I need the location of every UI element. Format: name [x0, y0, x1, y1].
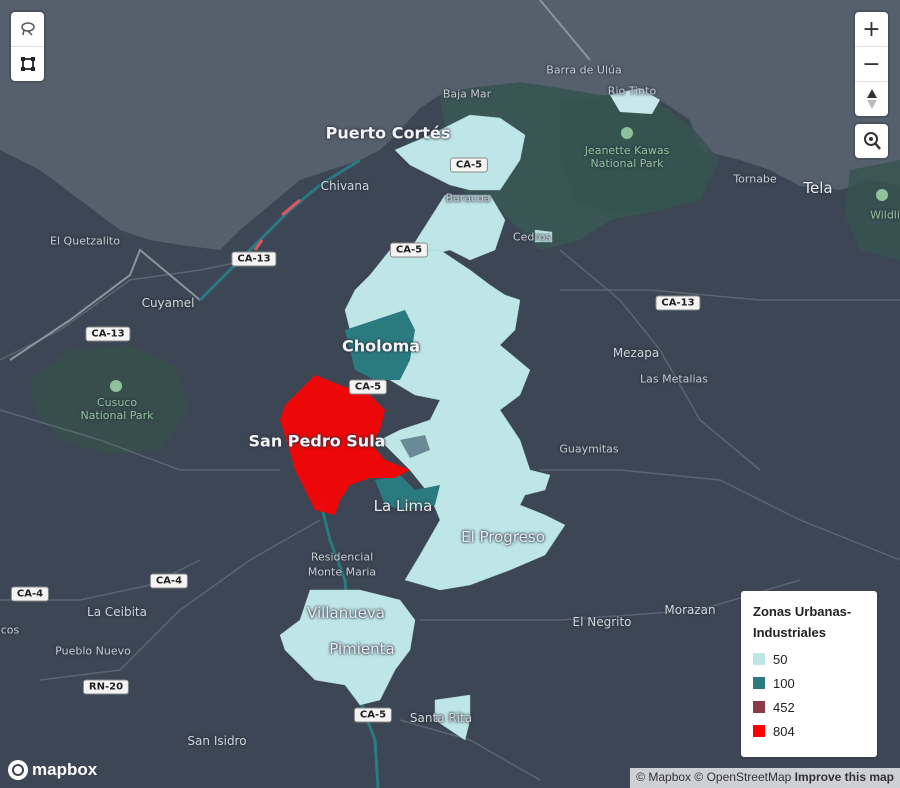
label-guaymitas: Guaymitas	[559, 442, 619, 456]
label-cos: cos	[0, 623, 20, 637]
sea	[0, 0, 900, 250]
search-icon	[863, 132, 881, 150]
lasso-icon	[20, 22, 35, 36]
zone-804	[280, 375, 410, 515]
label-tornabe: Tornabe	[733, 172, 777, 186]
label-pueblo-nuevo: Pueblo Nuevo	[55, 644, 131, 658]
legend-title: Zonas Urbanas-Industriales	[753, 604, 852, 640]
label-jeanette-park: Jeanette Kawas National Park	[584, 144, 670, 170]
label-baracoa: Baracoa	[445, 191, 491, 205]
legend-item: 452	[753, 695, 865, 719]
mapbox-logo[interactable]: mapbox	[8, 760, 97, 780]
label-barra-ulua: Barra de Ulúa	[546, 63, 622, 77]
legend-swatch	[753, 701, 765, 713]
park-east	[845, 160, 900, 260]
lagoon	[610, 88, 660, 114]
label-wildl: Wildli	[870, 208, 900, 222]
highways	[9, 0, 591, 361]
legend-item: 50	[753, 647, 865, 671]
label-cusuco-park: Cusuco National Park	[80, 396, 154, 422]
label-el-progreso: El Progreso	[461, 528, 545, 546]
mapbox-logo-icon	[8, 760, 28, 780]
label-la-ceibita: La Ceibita	[87, 605, 147, 619]
shield-rn20: RN-20	[82, 679, 130, 695]
park-markers	[110, 127, 888, 392]
label-las-metalias: Las Metalias	[640, 372, 708, 386]
legend-swatch	[753, 653, 765, 665]
zones-100	[345, 310, 440, 510]
map-legend: Zonas Urbanas-Industriales 50 100 452 80…	[741, 591, 877, 757]
label-monte-maria: Monte Maria	[307, 565, 377, 579]
polygon-icon	[20, 57, 35, 71]
label-mezapa: Mezapa	[612, 346, 660, 360]
shield-ca4: CA-4	[10, 586, 50, 602]
attribution-mapbox-link[interactable]: © Mapbox	[636, 770, 692, 784]
park-cusuco	[30, 345, 190, 455]
shield-ca13: CA-13	[655, 295, 701, 311]
legend-label: 100	[773, 675, 795, 691]
label-san-isidro: San Isidro	[187, 734, 247, 748]
shield-ca4: CA-4	[149, 573, 189, 589]
zoom-in-button[interactable]: +	[855, 12, 888, 47]
search-location-button[interactable]	[855, 124, 888, 158]
zoom-out-button[interactable]: −	[855, 47, 888, 82]
shield-ca5: CA-5	[353, 707, 393, 723]
geocoder-control	[855, 124, 888, 158]
label-tela: Tela	[803, 179, 833, 197]
label-san-pedro-sula: San Pedro Sula	[248, 431, 386, 451]
legend-label: 50	[773, 651, 788, 667]
compass-icon	[866, 89, 877, 109]
navigation-controls: + −	[855, 12, 888, 116]
label-villanueva: Villanueva	[307, 604, 385, 622]
label-pimienta: Pimienta	[329, 640, 395, 658]
mapbox-logo-text: mapbox	[32, 760, 98, 779]
label-santa-rita: Santa Rita	[409, 711, 473, 725]
shield-ca5: CA-5	[449, 157, 489, 173]
label-rio-tinto: Rio Tinto	[607, 84, 657, 98]
shield-ca5: CA-5	[389, 242, 429, 258]
draw-controls	[11, 12, 44, 81]
shield-ca5: CA-5	[348, 379, 388, 395]
label-cuyamel: Cuyamel	[141, 296, 195, 310]
park-jeanette	[560, 96, 720, 215]
polygon-tool-button[interactable]	[11, 47, 44, 81]
attribution-osm-link[interactable]: © OpenStreetMap	[694, 770, 792, 784]
label-puerto-cortes: Puerto Cortés	[325, 123, 451, 143]
legend-label: 452	[773, 699, 795, 715]
shield-ca13: CA-13	[231, 251, 277, 267]
legend-swatch	[753, 725, 765, 737]
label-cedros: Cedros	[512, 230, 552, 244]
legend-item: 100	[753, 671, 865, 695]
label-bajamar: Baja Mar	[442, 87, 492, 101]
label-la-lima: La Lima	[373, 497, 433, 515]
label-el-quetzalito: El Quetzalito	[50, 234, 120, 248]
improve-map-link[interactable]: Improve this map	[794, 770, 894, 784]
attribution: © Mapbox © OpenStreetMap Improve this ma…	[630, 768, 900, 788]
legend-label: 804	[773, 723, 795, 739]
lasso-tool-button[interactable]	[11, 12, 44, 47]
compass-button[interactable]	[855, 82, 888, 116]
label-chivana: Chivana	[320, 179, 370, 193]
label-choloma: Choloma	[341, 336, 421, 356]
legend-item: 804	[753, 719, 865, 743]
label-el-negrito: El Negrito	[572, 615, 632, 629]
shield-ca13: CA-13	[85, 326, 131, 342]
legend-swatch	[753, 677, 765, 689]
label-residencial: Residencial	[310, 550, 374, 564]
label-morazan: Morazan	[664, 603, 716, 617]
